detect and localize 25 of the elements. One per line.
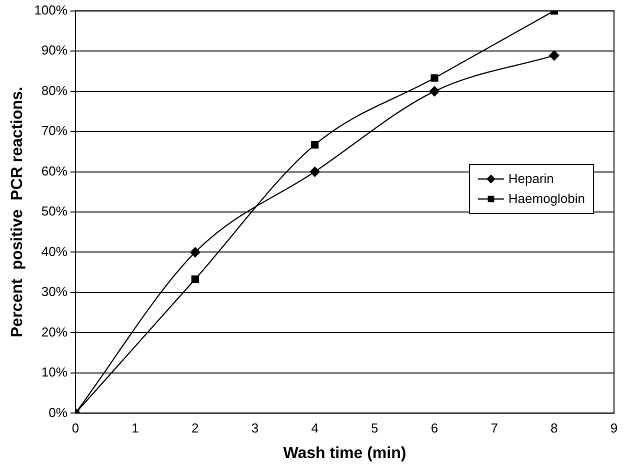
y-tick-label: 20% bbox=[41, 324, 68, 340]
y-tick-label: 100% bbox=[34, 2, 68, 18]
x-axis-title: Wash time (min) bbox=[283, 444, 406, 462]
y-tick-label: 10% bbox=[41, 364, 68, 380]
x-tick-label: 3 bbox=[251, 420, 259, 436]
x-tick-label: 5 bbox=[371, 420, 378, 436]
y-tick-label: 70% bbox=[41, 123, 68, 138]
y-axis-title: Percent positive PCR reactions. bbox=[9, 86, 26, 338]
y-tick-label: 80% bbox=[41, 82, 68, 98]
x-tick-label: 4 bbox=[311, 420, 318, 436]
y-tick-label: 90% bbox=[41, 42, 68, 58]
y-tick-label: 60% bbox=[41, 163, 68, 178]
x-tick-label: 0 bbox=[72, 420, 80, 436]
x-tick-label: 6 bbox=[430, 420, 438, 436]
x-tick-label: 9 bbox=[610, 420, 618, 436]
y-tick-label: 30% bbox=[41, 284, 68, 300]
y-tick-label: 0% bbox=[48, 404, 68, 420]
legend-label: Haemoglobin bbox=[508, 190, 585, 208]
x-tick-label: 1 bbox=[132, 420, 139, 436]
y-tick-label: 50% bbox=[41, 204, 68, 219]
x-tick-label: 8 bbox=[550, 420, 558, 436]
legend-label: Heparin bbox=[508, 170, 554, 188]
y-tick-label: 40% bbox=[41, 244, 68, 259]
x-tick-label: 7 bbox=[490, 420, 498, 436]
x-tick-label: 2 bbox=[192, 420, 199, 436]
